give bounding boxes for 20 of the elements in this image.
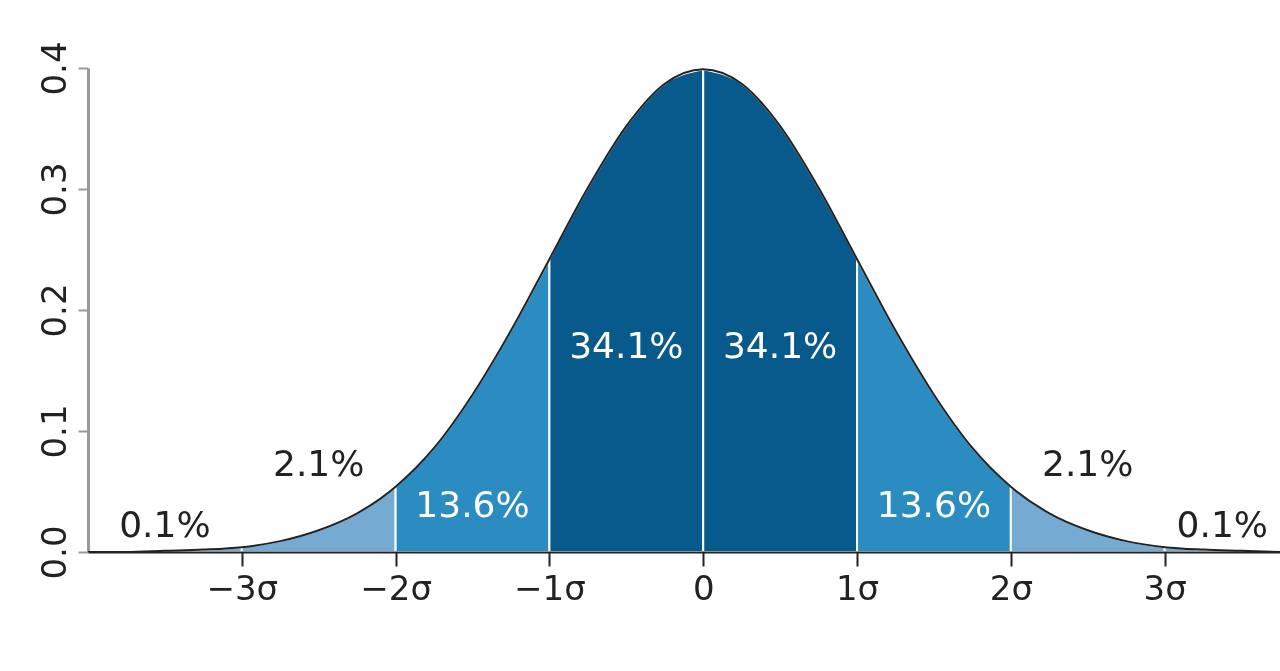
x-tick-label: −3σ (206, 567, 279, 608)
x-tick-label: 1σ (835, 567, 880, 608)
y-tick-label: 0.3 (33, 162, 74, 217)
annotation: 0.1% (1176, 503, 1269, 545)
annotation: 34.1% (569, 325, 684, 367)
annotation: 13.6% (876, 484, 992, 526)
y-tick-label: 0.2 (33, 283, 74, 338)
x-tick-label: 0 (692, 567, 715, 608)
annotation: 2.1% (272, 443, 365, 485)
annotation: 34.1% (722, 325, 838, 367)
annotation: 13.6% (415, 484, 530, 526)
annotation: 0.1% (119, 503, 211, 545)
x-tick-label: −2σ (360, 567, 432, 608)
annotation: 2.1% (1042, 443, 1134, 485)
y-tick-label: 0.1 (33, 404, 74, 459)
x-tick-label: 3σ (1143, 567, 1187, 608)
x-tick-label: −1σ (514, 567, 586, 608)
x-tick-label: 2σ (989, 567, 1033, 608)
y-tick-label: 0.4 (33, 41, 74, 96)
y-tick-label: 0.0 (33, 525, 74, 580)
